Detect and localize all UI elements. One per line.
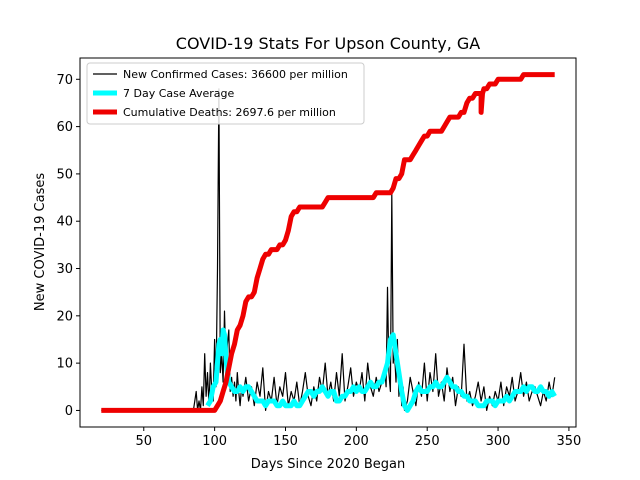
series-line-7-day-case-average (205, 327, 557, 413)
x-tick-label: 50 (135, 434, 152, 449)
legend-label-new-cases: New Confirmed Cases: 36600 per million (123, 68, 348, 81)
x-tick-label: 150 (273, 434, 298, 449)
x-tick-label: 300 (486, 434, 511, 449)
series-line-cumulative-deaths (101, 72, 555, 413)
y-axis: 0 10 20 30 40 50 60 70 (56, 73, 80, 419)
x-tick-label: 100 (202, 434, 227, 449)
x-tick-label: 200 (344, 434, 369, 449)
y-tick-label: 50 (56, 167, 73, 182)
x-axis: 50 100 150 200 250 300 350 (135, 427, 581, 449)
y-axis-title: New COVID-19 Cases (33, 173, 48, 311)
legend: New Confirmed Cases: 36600 per million 7… (86, 62, 365, 125)
chart-title: COVID-19 Stats For Upson County, GA (176, 34, 480, 53)
y-tick-label: 20 (56, 309, 73, 324)
legend-label-cumulative-deaths: Cumulative Deaths: 2697.6 per million (123, 106, 336, 119)
y-tick-label: 0 (65, 404, 73, 419)
legend-box (86, 62, 365, 125)
legend-label-7-day-average: 7 Day Case Average (123, 87, 235, 100)
x-tick-label: 350 (557, 434, 582, 449)
series-layer (101, 72, 557, 413)
y-tick-label: 10 (56, 357, 73, 372)
y-tick-label: 60 (56, 120, 73, 135)
x-axis-title: Days Since 2020 Began (251, 457, 406, 472)
y-tick-label: 40 (56, 215, 73, 230)
x-tick-label: 250 (415, 434, 440, 449)
y-tick-label: 70 (56, 73, 73, 88)
y-tick-label: 30 (56, 262, 73, 277)
